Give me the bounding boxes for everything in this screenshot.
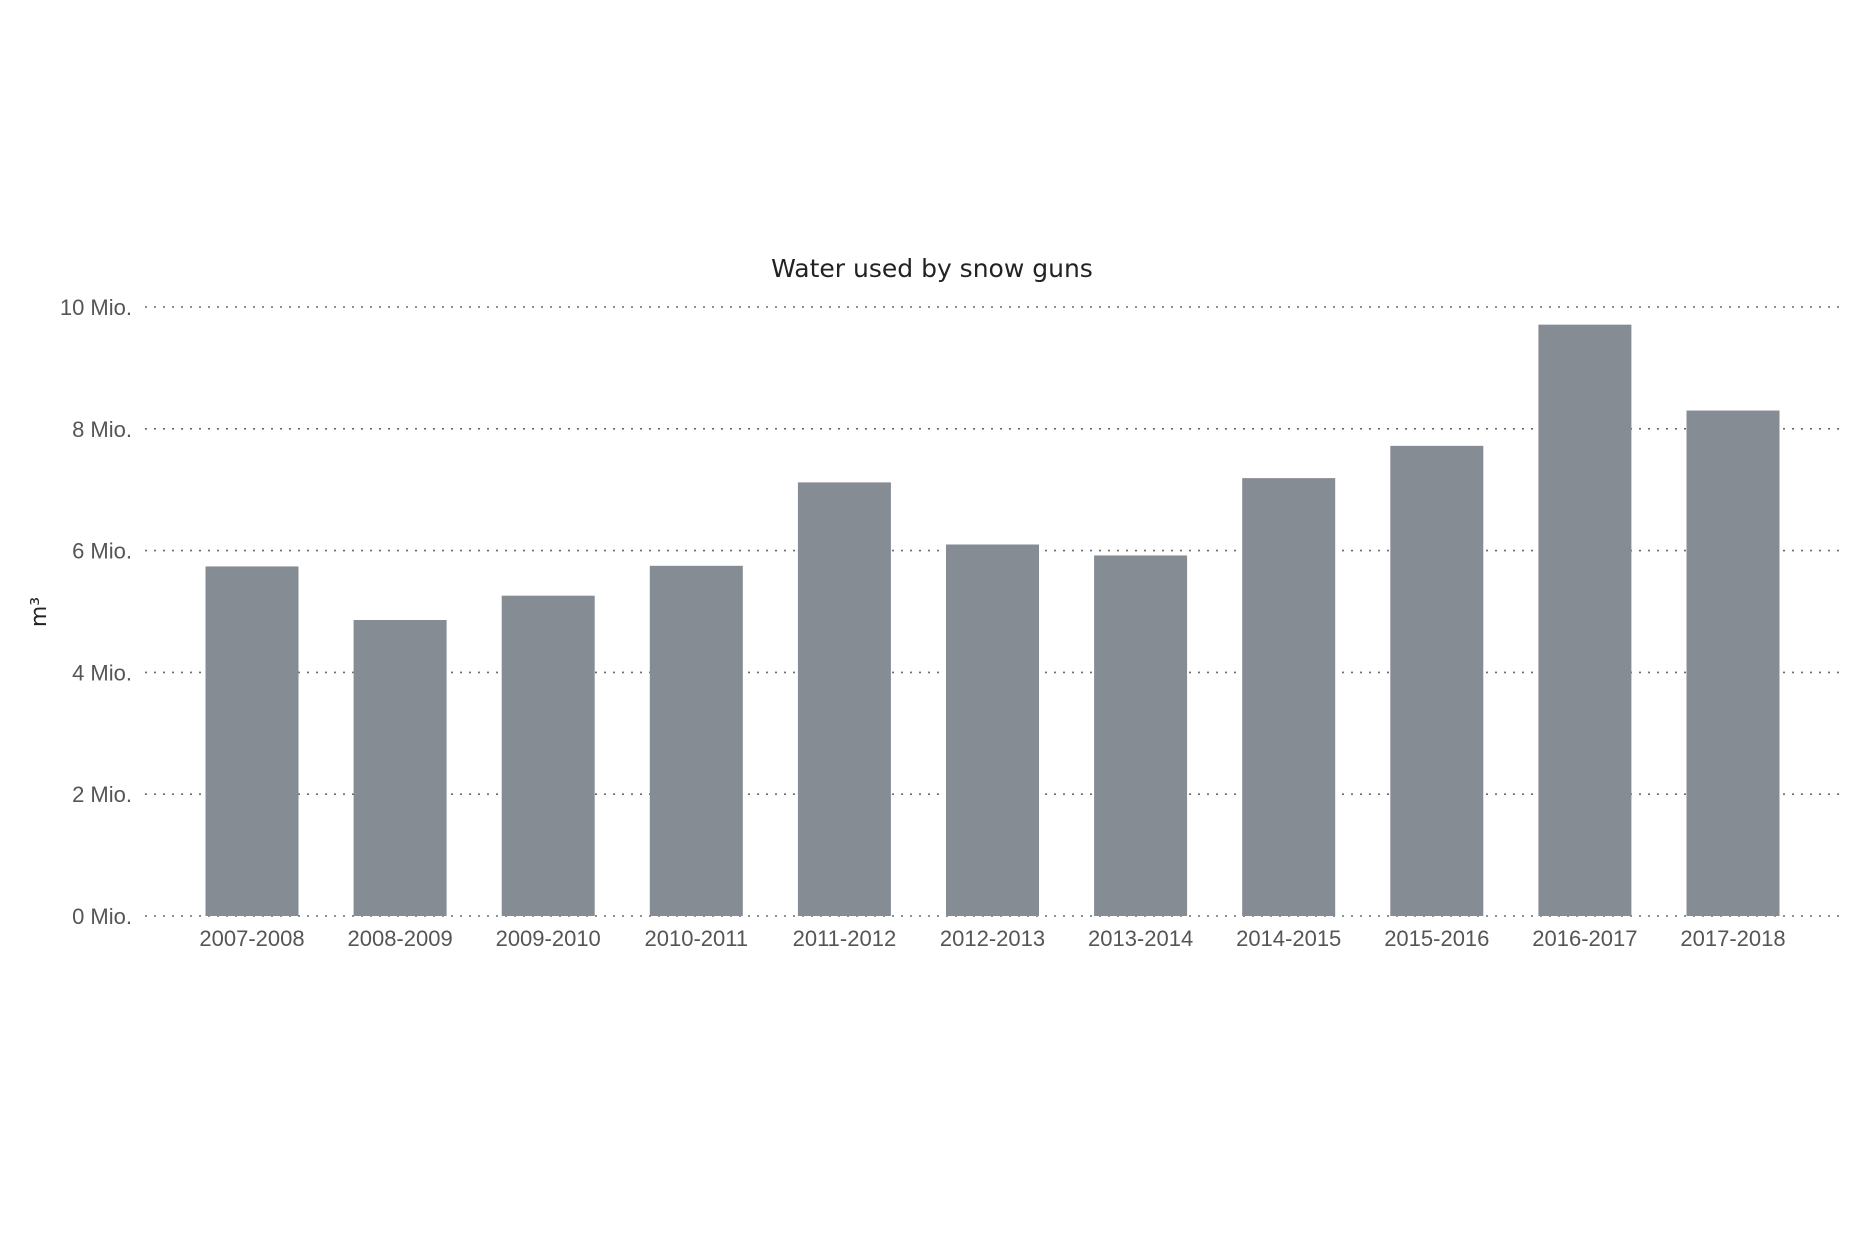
y-tick-label: 8 Mio. <box>72 417 132 442</box>
x-tick-label: 2011-2012 <box>793 926 897 951</box>
x-tick-label: 2007-2008 <box>199 926 304 951</box>
bar <box>1390 445 1484 916</box>
x-tick-label: 2009-2010 <box>496 926 601 951</box>
bars <box>205 324 1780 916</box>
bar <box>946 544 1039 916</box>
x-tick-label: 2012-2013 <box>940 926 1045 951</box>
x-tick-labels: 2007-2008 2008-2009 2009-2010 2010-2011 2011… <box>199 926 1785 951</box>
bar <box>205 566 299 916</box>
x-tick-label: 2008-2009 <box>347 926 452 951</box>
bar <box>649 565 743 916</box>
y-tick-label: 10 Mio. <box>60 295 132 320</box>
bar <box>353 620 447 916</box>
x-tick-label: 2013-2014 <box>1088 926 1193 951</box>
bar <box>1242 478 1336 916</box>
bar <box>797 482 891 916</box>
bar <box>1094 555 1188 916</box>
x-tick-label: 2010-2011 <box>645 926 749 951</box>
y-tick-label: 0 Mio. <box>72 904 132 929</box>
x-tick-label: 2017-2018 <box>1680 926 1785 951</box>
x-tick-label: 2014-2015 <box>1236 926 1341 951</box>
y-tick-label: 2 Mio. <box>72 782 132 807</box>
y-tick-label: 6 Mio. <box>72 539 132 564</box>
y-axis-label: m³ <box>27 597 52 627</box>
bar <box>1686 410 1780 916</box>
bar <box>1538 324 1632 916</box>
bar <box>501 595 595 916</box>
y-tick-labels: 0 Mio. 2 Mio. 4 Mio. 6 Mio. 8 Mio. 10 Mio. <box>60 295 132 929</box>
chart-title: Water used by snow guns <box>771 254 1093 283</box>
x-tick-label: 2015-2016 <box>1384 926 1489 951</box>
x-tick-label: 2016-2017 <box>1532 926 1637 951</box>
y-tick-label: 4 Mio. <box>72 660 132 685</box>
